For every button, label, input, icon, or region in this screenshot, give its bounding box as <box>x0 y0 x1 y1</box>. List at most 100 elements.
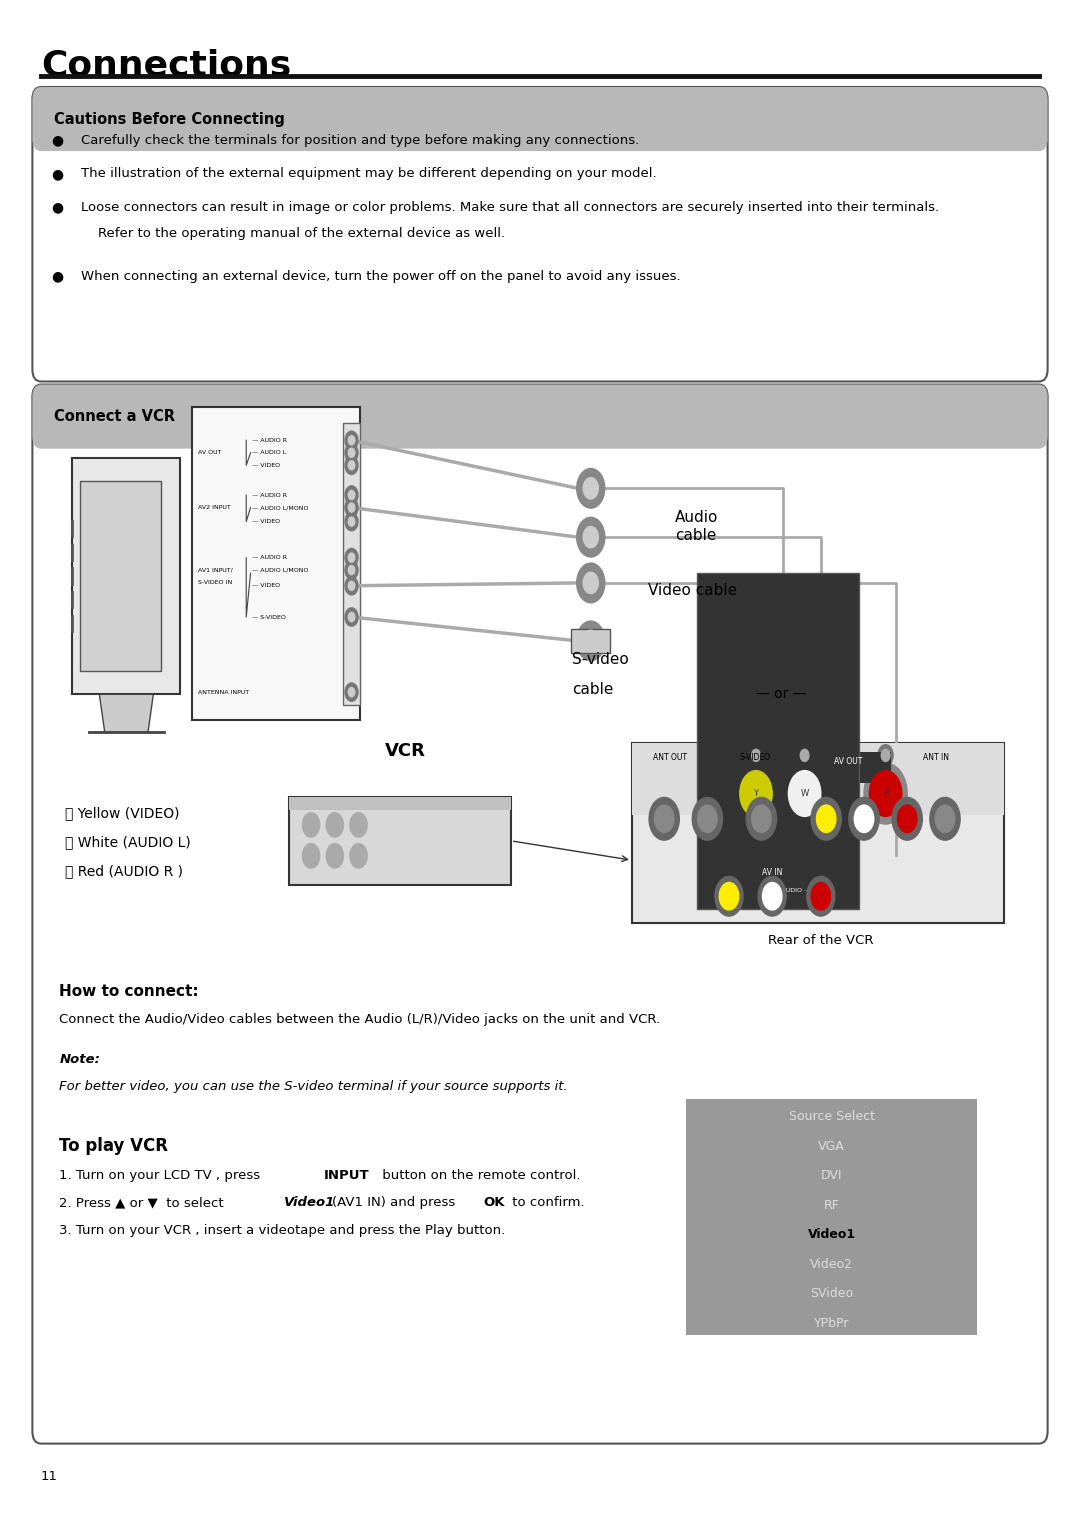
Circle shape <box>348 461 354 470</box>
Text: ANT IN: ANT IN <box>923 752 949 761</box>
Text: 1. Turn on your LCD TV , press: 1. Turn on your LCD TV , press <box>59 1169 265 1183</box>
Circle shape <box>583 526 598 548</box>
Circle shape <box>345 432 359 450</box>
Circle shape <box>345 548 359 566</box>
Circle shape <box>345 485 359 504</box>
Text: — AUDIO R: — AUDIO R <box>252 438 286 443</box>
Text: button on the remote control.: button on the remote control. <box>378 1169 581 1183</box>
Text: Video1: Video1 <box>284 1196 336 1210</box>
Text: Rear of the VCR: Rear of the VCR <box>768 934 874 948</box>
Text: When connecting an external device, turn the power off on the panel to avoid any: When connecting an external device, turn… <box>81 270 680 282</box>
Circle shape <box>869 771 902 816</box>
FancyBboxPatch shape <box>32 87 1048 151</box>
Text: How to connect:: How to connect: <box>59 984 199 1000</box>
Text: — AUDIO R: — AUDIO R <box>252 493 286 497</box>
Bar <box>41 119 1039 139</box>
Circle shape <box>746 798 777 841</box>
Text: Connect the Audio/Video cables between the Audio (L/R)/Video jacks on the unit a: Connect the Audio/Video cables between t… <box>59 1013 661 1027</box>
FancyBboxPatch shape <box>32 385 1048 1444</box>
Circle shape <box>326 813 343 838</box>
Circle shape <box>348 688 354 697</box>
Circle shape <box>345 684 359 702</box>
Circle shape <box>345 456 359 475</box>
Text: To play VCR: To play VCR <box>59 1137 168 1155</box>
Text: VCR: VCR <box>384 742 426 760</box>
Text: For better video, you can use the S-video terminal if your source supports it.: For better video, you can use the S-vide… <box>59 1080 568 1094</box>
Text: S-VIDEO IN: S-VIDEO IN <box>198 580 232 584</box>
Text: — AUDIO R: — AUDIO R <box>252 555 286 560</box>
Circle shape <box>748 745 764 766</box>
Circle shape <box>345 444 359 462</box>
Text: VIDEO: VIDEO <box>718 888 738 893</box>
Text: SVideo: SVideo <box>810 1288 853 1300</box>
Circle shape <box>348 581 354 591</box>
Text: — AUDIO L/MONO: — AUDIO L/MONO <box>252 505 308 510</box>
Text: ⓔ Yellow (VIDEO): ⓔ Yellow (VIDEO) <box>65 806 179 819</box>
Text: Loose connectors can result in image or color problems. Make sure that all conne: Loose connectors can result in image or … <box>81 201 940 214</box>
Circle shape <box>854 806 874 833</box>
Circle shape <box>698 806 717 833</box>
Circle shape <box>348 490 354 499</box>
Circle shape <box>816 806 836 833</box>
Text: — AUDIO L: — AUDIO L <box>252 450 286 455</box>
Text: 2. Press ▲ or ▼  to select: 2. Press ▲ or ▼ to select <box>59 1196 228 1210</box>
Text: — or —: — or — <box>756 687 807 702</box>
Text: — AUDIO L/MONO: — AUDIO L/MONO <box>252 568 308 572</box>
Circle shape <box>762 882 782 909</box>
Text: AV1 INPUT/: AV1 INPUT/ <box>198 568 232 572</box>
Circle shape <box>892 798 922 841</box>
Text: (AV1 IN) and press: (AV1 IN) and press <box>332 1196 459 1210</box>
Circle shape <box>345 562 359 580</box>
Text: — S-VIDEO: — S-VIDEO <box>252 615 285 620</box>
Circle shape <box>715 876 743 916</box>
Text: AV2 INPUT: AV2 INPUT <box>198 505 230 510</box>
Circle shape <box>864 763 907 824</box>
Circle shape <box>811 798 841 841</box>
Circle shape <box>302 813 320 838</box>
Text: S-VIDEO: S-VIDEO <box>740 752 771 761</box>
Circle shape <box>752 749 760 761</box>
Circle shape <box>348 517 354 526</box>
Circle shape <box>345 607 359 626</box>
Text: 11: 11 <box>41 1470 58 1483</box>
Circle shape <box>783 763 826 824</box>
Text: Note:: Note: <box>59 1053 100 1067</box>
FancyBboxPatch shape <box>32 87 1048 382</box>
Circle shape <box>577 563 605 603</box>
Bar <box>632 743 1004 815</box>
Text: Carefully check the terminals for position and type before making any connection: Carefully check the terminals for positi… <box>81 134 639 146</box>
Circle shape <box>849 798 879 841</box>
Circle shape <box>649 798 679 841</box>
Text: ⓑ Red (AUDIO R ): ⓑ Red (AUDIO R ) <box>65 864 183 877</box>
Circle shape <box>807 876 835 916</box>
Circle shape <box>350 844 367 868</box>
Text: ANT OUT: ANT OUT <box>653 752 687 761</box>
Text: 3. Turn on your VCR , insert a videotape and press the Play button.: 3. Turn on your VCR , insert a videotape… <box>59 1224 505 1238</box>
Bar <box>686 1099 977 1335</box>
Text: INPUT: INPUT <box>324 1169 369 1183</box>
Text: Y: Y <box>754 789 758 798</box>
Text: — VIDEO: — VIDEO <box>252 583 280 588</box>
Bar <box>571 629 610 653</box>
Polygon shape <box>99 694 153 732</box>
Circle shape <box>348 566 354 575</box>
Text: W: W <box>800 789 809 798</box>
Text: DVI: DVI <box>821 1169 842 1183</box>
Bar <box>72 458 180 694</box>
Text: The illustration of the external equipment may be different depending on your mo: The illustration of the external equipme… <box>81 168 657 180</box>
Circle shape <box>811 882 831 909</box>
Bar <box>80 481 161 671</box>
Circle shape <box>734 763 778 824</box>
Circle shape <box>935 806 955 833</box>
Bar <box>192 407 360 720</box>
Circle shape <box>719 882 739 909</box>
Text: Cautions Before Connecting: Cautions Before Connecting <box>54 111 285 127</box>
Text: Refer to the operating manual of the external device as well.: Refer to the operating manual of the ext… <box>81 227 505 240</box>
Text: OK: OK <box>484 1196 505 1210</box>
Bar <box>734 678 761 736</box>
Circle shape <box>326 844 343 868</box>
Circle shape <box>345 499 359 517</box>
Circle shape <box>881 749 890 761</box>
Text: ⓕ White (AUDIO L): ⓕ White (AUDIO L) <box>65 835 190 848</box>
Circle shape <box>348 612 354 621</box>
